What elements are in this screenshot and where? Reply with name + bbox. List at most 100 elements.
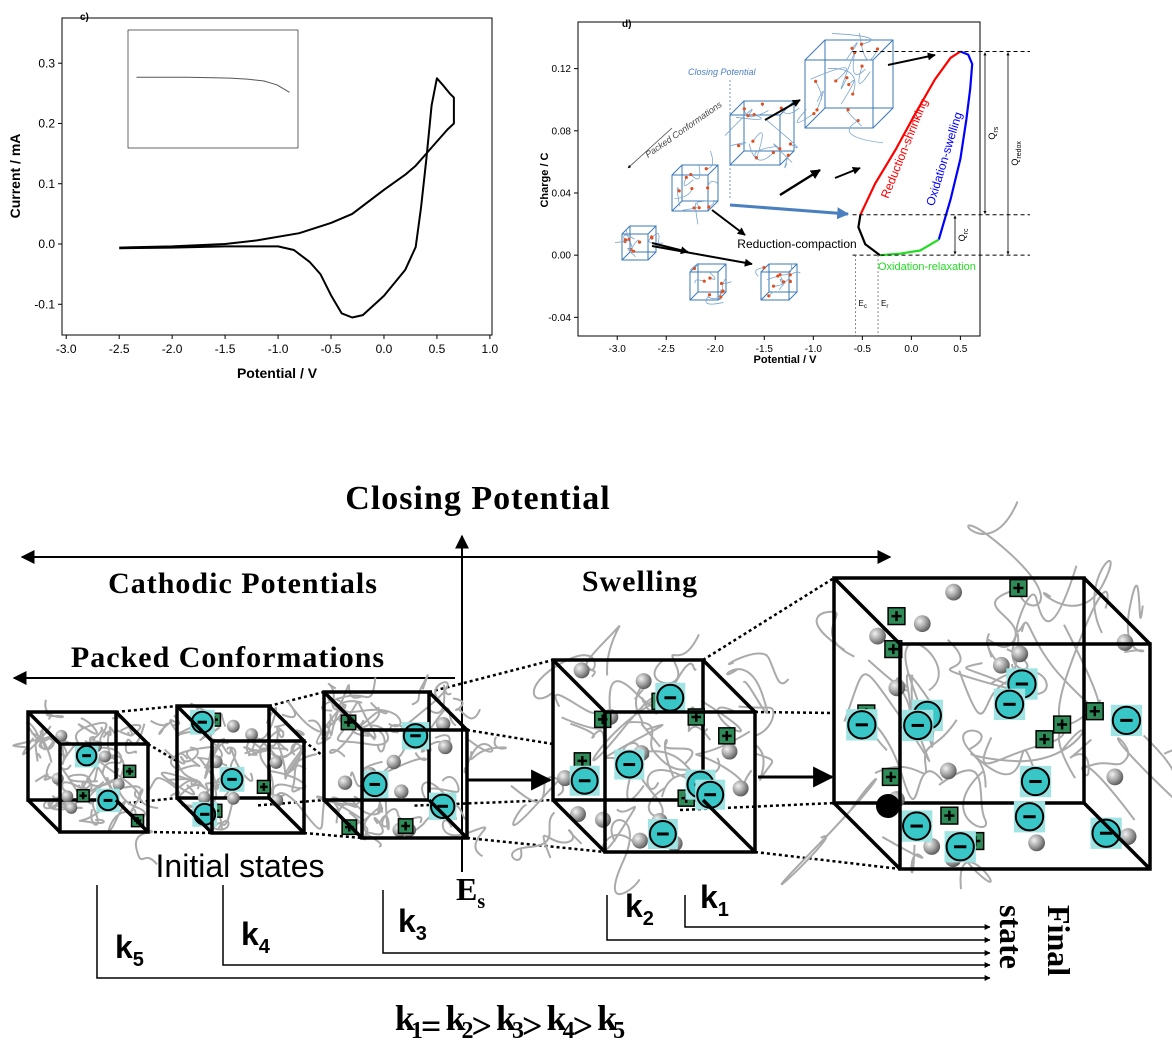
cathodic-label: Cathodic Potentials (108, 567, 378, 600)
final-label: state (993, 905, 1029, 969)
x-tick-label: -2.5 (658, 344, 676, 355)
counter-ion (61, 790, 73, 802)
y-tick-label: 0.04 (552, 188, 572, 199)
plot-frame (62, 18, 492, 335)
ion-dot (707, 205, 710, 208)
counter-ion (99, 751, 111, 763)
state-cube (13, 700, 179, 865)
x-tick-label: 0.5 (953, 344, 967, 355)
q-label-symbol: Q (987, 133, 997, 140)
polymer-strand (774, 144, 793, 163)
ion-dot (762, 266, 765, 269)
counter-ion (940, 763, 957, 780)
counter-ion (65, 802, 77, 814)
data-line (137, 77, 290, 92)
relation-operator: = (421, 1006, 442, 1043)
counter-ion (338, 775, 352, 789)
cube-edge (718, 264, 726, 272)
connector-dotted (148, 832, 212, 833)
cube-edge (703, 660, 755, 712)
ion-dot (690, 187, 693, 190)
rate-label: k5 (115, 929, 144, 971)
relation: k1=k2>k3>k4>k5 (395, 998, 625, 1043)
state-cube (511, 626, 789, 894)
q-label-symbol: Q (1010, 159, 1020, 166)
state-cube (282, 675, 506, 856)
swelling-label: Swelling (582, 565, 698, 598)
packed-label: Packed Conformations (71, 641, 385, 674)
connector-dotted (467, 730, 553, 744)
ion-dot (782, 280, 785, 283)
ion-dot (720, 282, 723, 285)
cube-edge (789, 264, 797, 272)
ion-dot (708, 293, 711, 296)
polymer-chain (612, 820, 640, 894)
ion-dot (834, 79, 837, 82)
relation-operator: > (522, 1006, 543, 1043)
ion-dot (789, 273, 792, 276)
rate-label-subscript: 3 (416, 923, 427, 945)
cube-icon (725, 101, 799, 168)
relation-subscript: 5 (613, 1018, 625, 1043)
annotation: Packed Conformations (643, 99, 724, 160)
cube-icon (690, 263, 731, 304)
counter-ion (1011, 645, 1028, 662)
counter-ion (574, 662, 590, 678)
cube-edge (622, 252, 630, 260)
annotation: Closing Potential (688, 67, 757, 77)
ion-dot (812, 112, 815, 115)
rate-label-subscript: 4 (259, 936, 271, 958)
x-tick-label: -0.5 (854, 344, 872, 355)
q-label-symbol: Q (957, 234, 967, 241)
x-tick-label: 0.0 (904, 344, 918, 355)
polymer-strand (691, 165, 700, 179)
cube-edge (873, 40, 893, 60)
counter-ion (394, 784, 408, 798)
q-label: Qrs (987, 126, 1000, 139)
ion-dot (776, 274, 779, 277)
ion-dot (847, 83, 850, 86)
polymer-strand (816, 81, 822, 100)
polymer-chain (701, 701, 741, 732)
polymer-chain (755, 744, 773, 779)
ion-dot (693, 267, 696, 270)
ion-dot (778, 147, 781, 150)
counter-ion (733, 780, 749, 796)
ion-dot (876, 47, 879, 50)
polymer-strand (697, 201, 714, 207)
potential-label: Es (456, 871, 485, 913)
counter-ion (270, 756, 283, 769)
counter-ion (888, 679, 905, 696)
polymer-chain (359, 703, 387, 728)
arrow (712, 210, 745, 235)
connector-dotted (269, 692, 324, 706)
polymer-strand (753, 133, 762, 160)
ion-dot (737, 144, 740, 147)
plot-frame (128, 30, 298, 148)
ion-dot (743, 107, 746, 110)
counter-ion (632, 833, 648, 849)
x-tick-label: -0.5 (321, 342, 342, 356)
ion-dot (624, 238, 627, 241)
polymer-strand (847, 43, 858, 60)
ion-dot (632, 250, 635, 253)
x-axis-label: Potential / V (237, 365, 318, 381)
rate-path (607, 895, 990, 940)
arrow (888, 55, 935, 65)
q-label-subscript: rc (963, 228, 970, 234)
figure: -3.0-2.5-2.0-1.5-1.0-0.50.00.51.0-0.10.0… (0, 0, 1172, 1043)
q-label-subscript: redox (1016, 141, 1023, 159)
connector-dotted (467, 838, 605, 852)
y-tick-label: 0.2 (38, 117, 55, 131)
cube-edge (672, 201, 682, 211)
initial-label: Initial states (156, 848, 325, 884)
rate-path (97, 885, 990, 978)
cube-icon (756, 264, 801, 300)
ion-dot (746, 114, 749, 117)
x-tick-label: -1.5 (215, 342, 236, 356)
x-tick-label: -1.0 (268, 342, 289, 356)
polymer-strand (706, 151, 712, 169)
panel-label: c) (80, 12, 89, 23)
ion-dot (650, 235, 653, 238)
e-label: Ec (858, 299, 866, 310)
